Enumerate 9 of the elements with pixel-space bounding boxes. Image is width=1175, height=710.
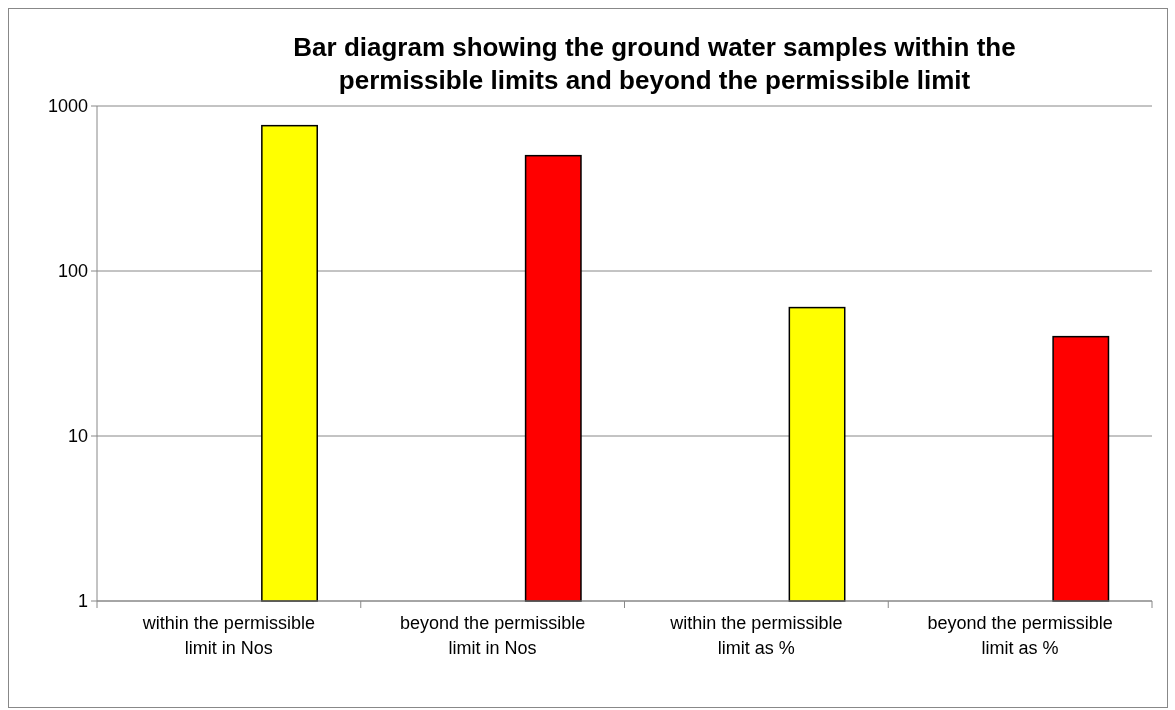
y-tick-label: 10 xyxy=(67,426,88,447)
y-tick-label: 1000 xyxy=(47,96,88,117)
x-tick-label: within the permissible limit as % xyxy=(669,613,843,658)
x-tick-label: beyond the permissible limit in Nos xyxy=(400,613,586,658)
chart-title: Bar diagram showing the ground water samples within the permissible limits and beyond the permissible limit xyxy=(293,32,1016,95)
y-tick-label: 1 xyxy=(77,591,88,612)
y-tick-label: 100 xyxy=(57,261,88,282)
x-tick-label: within the permissible limit in Nos xyxy=(141,613,315,658)
x-tick-label: beyond the permissible limit as % xyxy=(927,613,1113,658)
